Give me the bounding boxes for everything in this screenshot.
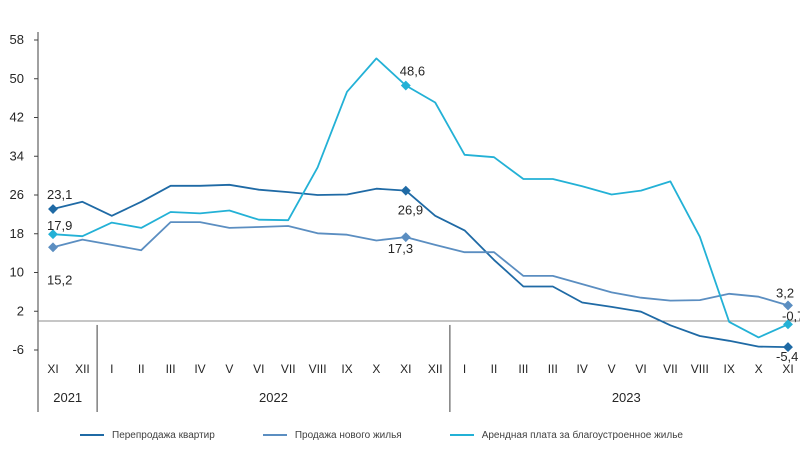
series-marker-0 [783, 342, 793, 353]
x-tick-label: X [372, 362, 380, 376]
x-tick-label: II [491, 362, 498, 376]
x-tick-label: III [518, 362, 528, 376]
series-marker-0 [48, 204, 58, 214]
year-label: 2023 [612, 390, 641, 405]
data-label: -0,7 [782, 308, 800, 323]
legend-label-new-housing: Продажа нового жилья [294, 429, 402, 441]
x-tick-label: VII [281, 362, 296, 376]
x-tick-label: IX [341, 362, 352, 376]
data-label: 26,9 [398, 203, 423, 218]
year-label: 2022 [259, 390, 288, 405]
y-tick-label: 50 [10, 71, 24, 86]
series-line-2 [52, 57, 789, 339]
data-label: 23,1 [47, 187, 72, 202]
data-label: 48,6 [400, 64, 425, 79]
x-tick-label: IX [724, 362, 735, 376]
x-tick-label: XI [782, 362, 793, 376]
x-tick-label: III [548, 362, 558, 376]
year-label: 2021 [53, 390, 82, 405]
series-line-0 [52, 183, 789, 348]
legend-item-resale: Перепродажа квартир [80, 430, 215, 441]
x-tick-label: VII [663, 362, 678, 376]
data-label: 3,2 [776, 285, 794, 300]
x-tick-label: VIII [309, 362, 327, 376]
chart-legend: Перепродажа квартир Продажа нового жилья… [80, 426, 800, 444]
x-tick-label: XII [428, 362, 443, 376]
x-tick-label: I [110, 362, 113, 376]
y-tick-label: 58 [10, 32, 24, 47]
y-tick-label: 42 [10, 110, 24, 125]
series-marker-0 [400, 185, 411, 196]
data-label: 15,2 [47, 272, 72, 287]
x-tick-label: XII [75, 362, 90, 376]
y-tick-label: -6 [12, 342, 24, 357]
legend-swatch-resale [80, 434, 104, 436]
x-tick-label: XI [47, 362, 58, 376]
y-tick-label: 18 [10, 226, 24, 241]
x-tick-label: I [463, 362, 466, 376]
legend-item-rent: Арендная плата за благоустроенное жилье [449, 429, 683, 441]
series-line-1 [52, 221, 789, 307]
y-tick-label: 10 [10, 265, 24, 280]
series-marker-2 [48, 229, 58, 240]
data-label: 17,3 [388, 241, 413, 256]
x-tick-label: III [166, 362, 176, 376]
y-tick-label: 26 [10, 187, 24, 202]
y-tick-label: 2 [17, 303, 24, 318]
legend-label-resale: Перепродажа квартир [112, 429, 215, 441]
x-tick-label: IV [194, 362, 205, 376]
series-marker-2 [783, 319, 793, 330]
x-tick-label: VI [635, 362, 646, 376]
series-marker-1 [48, 242, 58, 253]
x-tick-label: X [755, 362, 763, 376]
x-tick-label: VI [253, 362, 264, 376]
legend-swatch-new-housing [262, 434, 287, 436]
legend-label-rent: Арендная плата за благоустроенное жилье [481, 429, 683, 441]
series-marker-1 [400, 232, 411, 243]
chart-data-labels: 23,1 26,9 -5,4 15,2 17,3 3,2 17,9 48,6 -0,7 [47, 64, 800, 365]
data-label: 17,9 [47, 218, 72, 233]
series-marker-1 [783, 300, 793, 311]
x-tick-label: V [608, 362, 616, 376]
x-tick-label: VIII [691, 362, 709, 376]
x-tick-label: II [138, 362, 145, 376]
data-label: -5,4 [776, 349, 798, 364]
x-tick-label: IV [577, 362, 588, 376]
x-tick-label: V [225, 362, 233, 376]
chart-series [48, 57, 793, 353]
x-tick-label: XI [400, 362, 411, 376]
y-tick-label: 34 [10, 148, 24, 163]
legend-swatch-rent [449, 434, 474, 436]
legend-item-new-housing: Продажа нового жилья [262, 429, 402, 441]
